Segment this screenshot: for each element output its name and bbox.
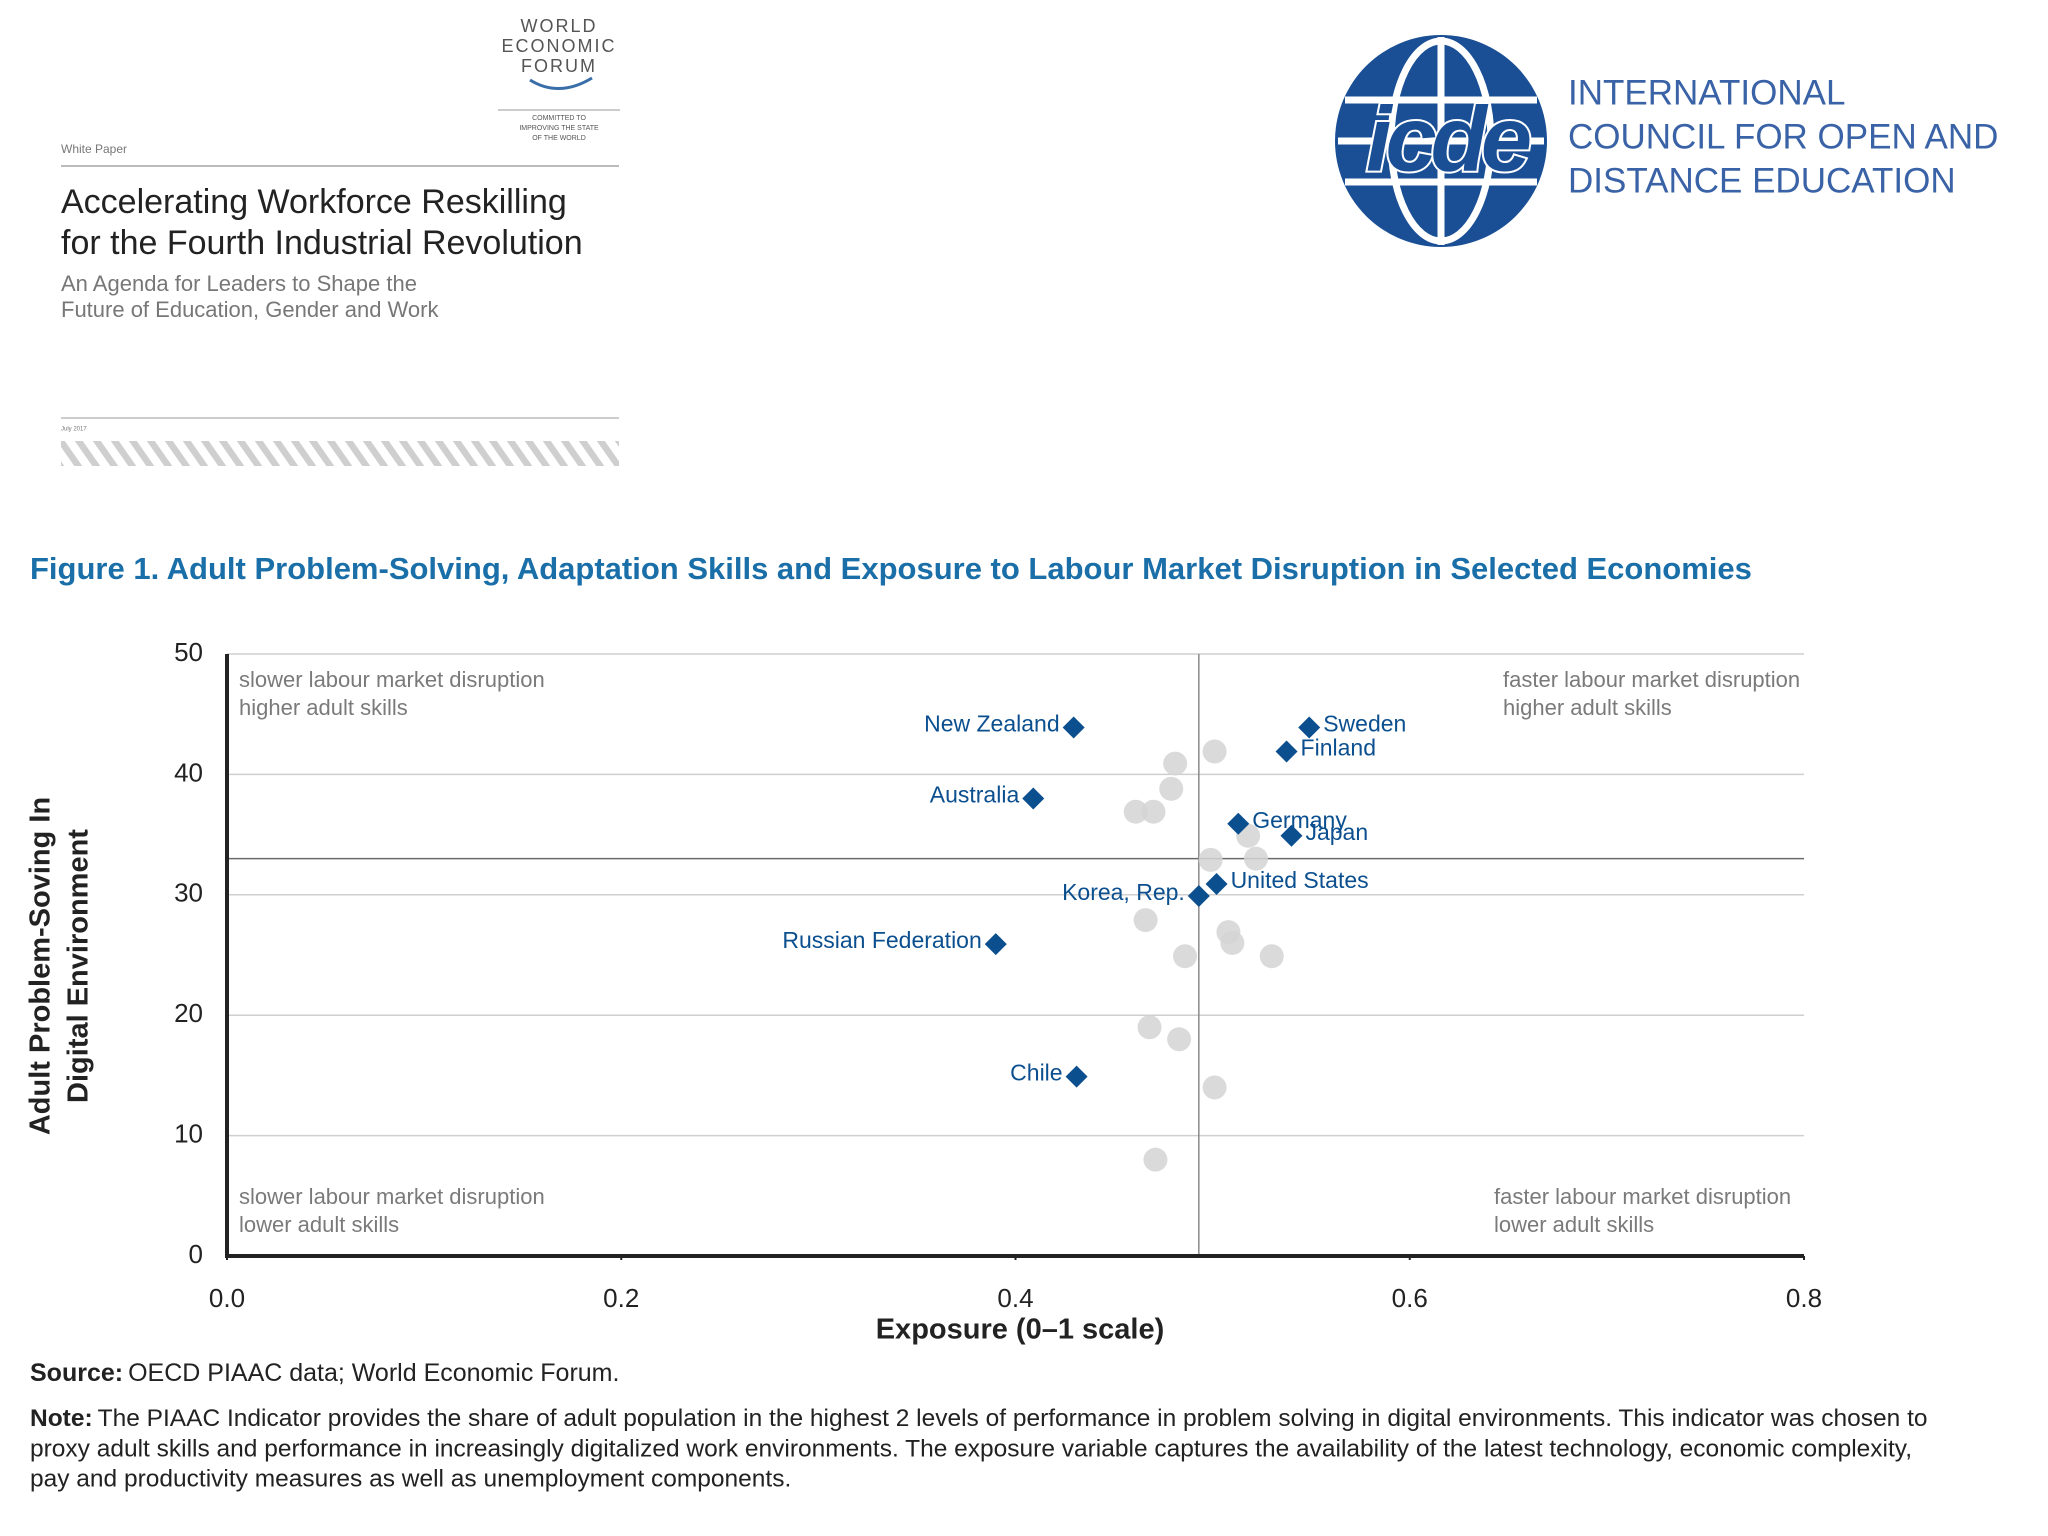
wef-motto: COMMITTED TO	[532, 115, 586, 122]
data-point	[1275, 740, 1298, 763]
y-tick-label: 10	[174, 1118, 203, 1148]
data-point	[1062, 716, 1085, 739]
data-point	[1187, 885, 1210, 908]
point-label: Australia	[930, 782, 1020, 808]
y-axis-label: Adult Problem-Soving In	[25, 797, 57, 1135]
wef-cover: WORLD ECONOMIC FORUM COMMITTED TO IMPROV…	[61, 16, 620, 466]
x-tick-label: 0.8	[1786, 1283, 1822, 1313]
data-point	[1065, 1065, 1088, 1088]
point-label: Russian Federation	[782, 927, 981, 953]
data-point	[1022, 787, 1045, 810]
data-point	[1280, 824, 1303, 847]
wef-arc	[529, 76, 593, 90]
quadrant-annotation: slower labour market disruption	[239, 1184, 545, 1209]
data-point	[1167, 1027, 1192, 1052]
data-point	[1259, 944, 1284, 969]
wef-motto: IMPROVING THE STATE	[519, 125, 599, 132]
y-tick-label: 40	[174, 757, 203, 787]
wef-logo: ECONOMIC	[502, 36, 617, 56]
quadrant-annotation: lower adult skills	[239, 1212, 399, 1237]
data-point	[1163, 751, 1188, 776]
cover-stripes	[61, 441, 619, 466]
note-text: proxy adult skills and performance in in…	[30, 1435, 1912, 1462]
x-tick-label: 0.2	[603, 1283, 639, 1313]
y-tick-label: 0	[189, 1239, 203, 1269]
cover-title: Accelerating Workforce Reskilling	[61, 183, 567, 221]
wef-motto: OF THE WORLD	[532, 135, 586, 142]
y-tick-label: 20	[174, 998, 203, 1028]
point-label: Chile	[1010, 1060, 1062, 1086]
quadrant-annotation: higher adult skills	[1503, 695, 1672, 720]
wef-logo: WORLD	[521, 16, 598, 36]
note-label: Note:	[30, 1405, 93, 1432]
data-point	[984, 933, 1007, 956]
data-point	[1220, 930, 1245, 955]
point-label: Korea, Rep.	[1062, 879, 1185, 905]
source-label: Source:	[30, 1359, 123, 1387]
x-tick-label: 0.6	[1392, 1283, 1428, 1313]
icde-name: COUNCIL FOR OPEN AND	[1568, 117, 1998, 156]
quadrant-annotation: higher adult skills	[239, 695, 408, 720]
cover-subtitle: An Agenda for Leaders to Shape the	[61, 271, 417, 296]
data-point	[1133, 908, 1158, 933]
point-label: New Zealand	[924, 711, 1060, 737]
data-point	[1123, 799, 1148, 824]
quadrant-annotation: faster labour market disruption	[1503, 667, 1800, 692]
cover-date: July 2017	[61, 427, 87, 433]
cover-title: for the Fourth Industrial Revolution	[61, 224, 583, 262]
note-text: The PIAAC Indicator provides the share o…	[98, 1405, 1928, 1432]
icde-name: DISTANCE EDUCATION	[1568, 161, 1956, 200]
point-label: Japan	[1305, 819, 1368, 845]
data-point	[1143, 1147, 1168, 1172]
data-point	[1202, 739, 1227, 764]
quadrant-annotation: faster labour market disruption	[1494, 1184, 1791, 1209]
note: Note: The PIAAC Indicator provides the sh…	[30, 1405, 1928, 1432]
cover-label: White Paper	[61, 142, 127, 156]
figure-title: Figure 1. Adult Problem-Solving, Adaptat…	[30, 551, 1752, 586]
icde-logo: icde INTERNATIONAL COUNCIL FOR OPEN AND …	[1335, 35, 1998, 247]
icde-name: INTERNATIONAL	[1568, 73, 1845, 112]
source-text: OECD PIAAC data; World Economic Forum.	[128, 1359, 619, 1387]
data-point	[1159, 776, 1184, 801]
y-tick-label: 50	[174, 637, 203, 667]
chart: 0 10 20 30 40 50 0.0 0.2 0.4 0.6 0.8 slower labour …	[174, 637, 1822, 1313]
icde-logo-text: icde	[1366, 88, 1530, 190]
x-tick-label: 0.4	[997, 1283, 1033, 1313]
data-point	[1141, 799, 1166, 824]
data-point	[1173, 944, 1198, 969]
data-point	[1243, 846, 1268, 871]
point-label: Sweden	[1323, 711, 1406, 737]
point-label: Germany	[1252, 807, 1347, 833]
note-text: pay and productivity measures as well as…	[30, 1465, 791, 1492]
y-axis-label: Digital Environment	[63, 829, 95, 1103]
data-point	[1205, 872, 1228, 895]
wef-logo: FORUM	[521, 56, 597, 76]
source: Source: OECD PIAAC data; World Economic F…	[30, 1359, 619, 1387]
data-point	[1227, 812, 1250, 835]
point-label: United States	[1231, 867, 1369, 893]
x-axis-label: Exposure (0–1 scale)	[876, 1314, 1165, 1346]
point-label: Finland	[1301, 735, 1376, 761]
quadrant-annotation: slower labour market disruption	[239, 667, 545, 692]
data-point	[1137, 1015, 1162, 1040]
quadrant-annotation: lower adult skills	[1494, 1212, 1654, 1237]
data-point	[1202, 1075, 1227, 1100]
data-point	[1298, 716, 1321, 739]
cover-subtitle: Future of Education, Gender and Work	[61, 297, 439, 322]
x-tick-label: 0.0	[209, 1283, 245, 1313]
y-tick-label: 30	[174, 878, 203, 908]
data-point	[1198, 847, 1223, 872]
